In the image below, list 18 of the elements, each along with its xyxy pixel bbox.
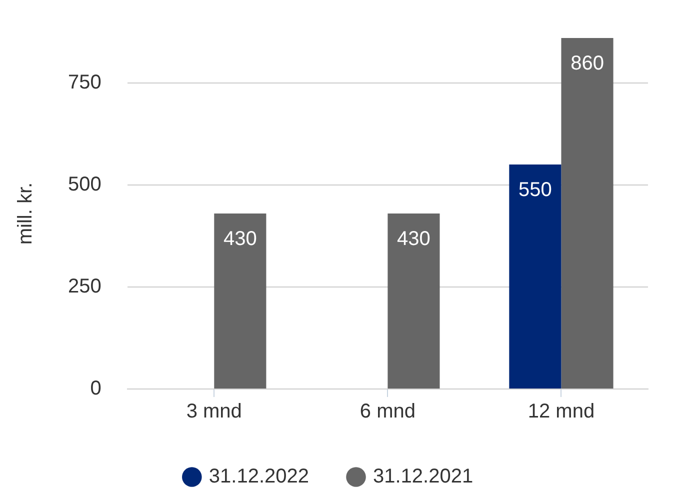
- data-label: 860: [570, 52, 604, 75]
- y-axis-title: mill. kr.: [14, 182, 37, 245]
- x-tick-label: 6 mnd: [360, 400, 416, 423]
- x-tick-label: 12 mnd: [528, 400, 595, 423]
- data-label: 550: [518, 179, 552, 202]
- legend-label: 31.12.2021: [373, 466, 474, 488]
- y-tick-label: 250: [68, 275, 102, 298]
- bar: [214, 214, 266, 388]
- bar: [509, 164, 562, 388]
- bar: [388, 214, 440, 388]
- y-tick-label: 500: [68, 173, 102, 196]
- data-label: 430: [397, 228, 430, 250]
- data-label: 430: [223, 228, 257, 250]
- legend-label: 31.12.2022: [208, 466, 310, 488]
- bar: [561, 38, 614, 388]
- x-tick-label: 3 mnd: [186, 400, 242, 423]
- y-tick-label: 0: [90, 378, 102, 400]
- y-tick-label: 750: [68, 71, 102, 94]
